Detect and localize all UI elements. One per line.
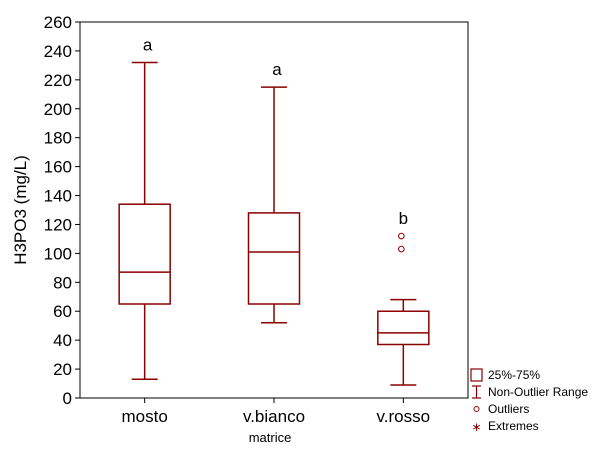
legend-outlier-icon (473, 406, 480, 412)
significance-letter: a (272, 60, 282, 79)
y-tick-label: 0 (63, 389, 72, 408)
significance-letter: b (399, 209, 408, 228)
legend-extreme-icon: ∗ (471, 420, 481, 434)
x-tick-label: v.rosso (377, 407, 431, 426)
y-tick-label: 260 (44, 13, 72, 32)
y-tick-label: 240 (44, 42, 72, 61)
legend: 25%-75% Non-Outlier Range Outliers ∗ Extreme… (470, 368, 588, 434)
legend-item-whisker: Non-Outlier Range (472, 385, 588, 399)
y-axis: 0 20 40 60 80 100 120 140 160 180 200 220 240 260 (44, 13, 80, 408)
y-tick-label: 220 (44, 71, 72, 90)
y-tick-label: 200 (44, 100, 72, 119)
iqr-box (247, 212, 301, 305)
legend-label: Non-Outlier Range (488, 385, 588, 399)
significance-letter: a (143, 35, 153, 54)
legend-box-icon (470, 368, 483, 382)
outlier-point (398, 232, 405, 240)
box-group-mosto: a (118, 35, 171, 380)
y-tick-label: 140 (44, 187, 72, 206)
box-group-v.rosso: b (377, 209, 430, 386)
legend-label: Extremes (488, 419, 539, 433)
x-axis-label: matrice (249, 430, 292, 445)
y-tick-label: 20 (53, 360, 72, 379)
y-tick-label: 180 (44, 129, 72, 148)
x-tick-label: v.bianco (243, 407, 305, 426)
y-axis-label: H3PO3 (mg/L) (11, 155, 30, 265)
legend-item-box: 25%-75% (470, 368, 540, 382)
box-group-v.bianco: a (247, 60, 301, 324)
legend-label: 25%-75% (488, 368, 540, 382)
x-axis: mosto v.bianco v.rosso (122, 398, 431, 426)
y-tick-label: 40 (53, 331, 72, 350)
y-tick-label: 160 (44, 158, 72, 177)
outlier-point (398, 245, 405, 253)
legend-item-circle: Outliers (473, 402, 529, 416)
y-tick-label: 60 (53, 302, 72, 321)
iqr-box (118, 203, 171, 305)
boxes: a a b (118, 35, 430, 386)
y-tick-label: 100 (44, 244, 72, 263)
y-tick-label: 80 (53, 273, 72, 292)
x-tick-label: mosto (122, 407, 168, 426)
legend-item-star: ∗ Extremes (471, 419, 538, 434)
legend-label: Outliers (488, 402, 529, 416)
y-tick-label: 120 (44, 215, 72, 234)
iqr-box (377, 310, 430, 346)
